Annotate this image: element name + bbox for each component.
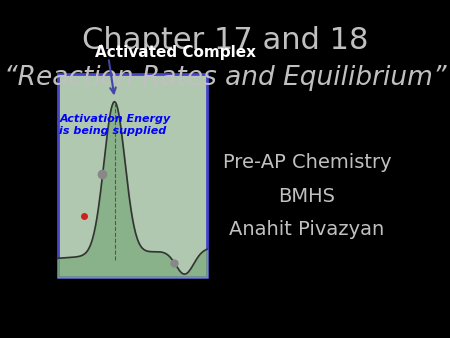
Text: Activated Complex: Activated Complex: [95, 45, 256, 60]
Text: Activation Energy
is being supplied: Activation Energy is being supplied: [59, 114, 171, 136]
Text: Chapter 17 and 18: Chapter 17 and 18: [82, 26, 368, 55]
Text: BMHS: BMHS: [279, 187, 335, 206]
Text: Anahit Pivazyan: Anahit Pivazyan: [230, 220, 385, 239]
Text: “Reaction Rates and Equilibrium”: “Reaction Rates and Equilibrium”: [4, 65, 446, 91]
FancyBboxPatch shape: [58, 74, 207, 277]
Text: Pre-AP Chemistry: Pre-AP Chemistry: [223, 153, 391, 172]
